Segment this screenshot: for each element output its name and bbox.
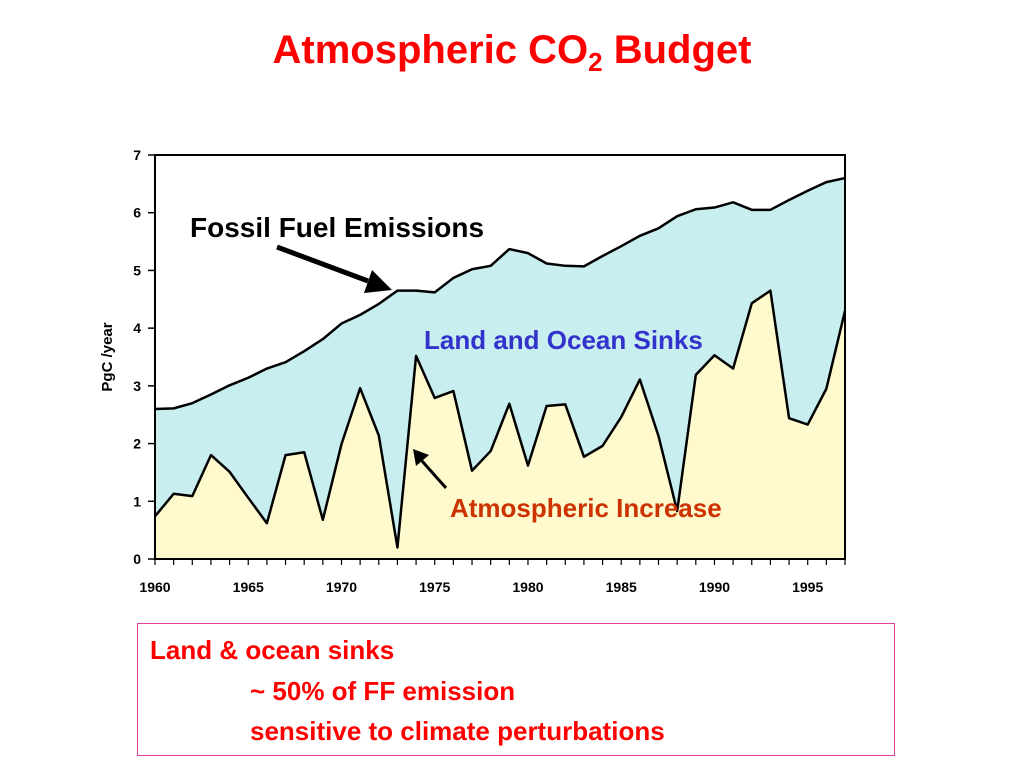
line-fossil-fuel-emissions bbox=[154, 176, 846, 411]
chart-areas bbox=[155, 178, 845, 560]
note-box: Land & ocean sinks ~ 50% of FF emission … bbox=[137, 623, 895, 756]
arrow-head-increase bbox=[413, 449, 429, 466]
annotation-atmospheric-increase: Atmospheric Increase bbox=[450, 493, 722, 523]
y-axis: 0 1 2 3 4 5 6 7 bbox=[133, 147, 155, 567]
area-atmospheric-increase bbox=[155, 290, 845, 559]
line-atmospheric-increase bbox=[154, 289, 847, 549]
y-tick-label: 2 bbox=[133, 436, 141, 452]
y-tick-label: 1 bbox=[133, 493, 141, 509]
title-end: Budget bbox=[602, 28, 752, 72]
y-tick-label: 3 bbox=[133, 378, 141, 394]
x-tick-label: 1980 bbox=[512, 579, 543, 595]
co2-budget-chart: 0 1 2 3 4 5 6 7 1960 1965 1970 1975 1980 1985 1990 199… bbox=[99, 147, 847, 595]
annotation-fossil-fuel-emissions: Fossil Fuel Emissions bbox=[190, 212, 484, 243]
plot-frame bbox=[154, 154, 846, 560]
x-axis: 1960 1965 1970 1975 1980 1985 1990 1995 bbox=[139, 559, 846, 595]
annotation-land-ocean-sinks: Land and Ocean Sinks bbox=[424, 325, 703, 355]
title-main: Atmospheric CO bbox=[272, 28, 589, 72]
y-tick-label: 7 bbox=[133, 147, 141, 163]
note-line-sensitivity: sensitive to climate perturbations bbox=[250, 716, 665, 746]
x-tick-label: 1985 bbox=[606, 579, 637, 595]
x-tick-label: 1970 bbox=[326, 579, 357, 595]
note-line-fraction: ~ 50% of FF emission bbox=[250, 676, 516, 706]
x-tick-label: 1965 bbox=[233, 579, 264, 595]
x-tick-label: 1975 bbox=[419, 579, 450, 595]
y-tick-label: 6 bbox=[133, 205, 141, 221]
arrow-to-increase-line bbox=[420, 460, 448, 489]
chart-lines bbox=[154, 176, 847, 549]
arrow-to-emissions-line bbox=[276, 244, 369, 284]
y-tick-label: 0 bbox=[133, 551, 141, 567]
arrow-head-emissions bbox=[364, 270, 392, 293]
slide-title: Atmospheric CO2 Budget bbox=[0, 28, 1024, 75]
y-axis-label: PgC /year bbox=[99, 322, 116, 391]
x-tick-label: 1995 bbox=[792, 579, 823, 595]
note-line-sinks: Land & ocean sinks bbox=[150, 635, 395, 665]
y-tick-label: 4 bbox=[133, 320, 141, 336]
x-tick-label: 1990 bbox=[699, 579, 730, 595]
y-tick-label: 5 bbox=[133, 262, 141, 278]
x-tick-label: 1960 bbox=[139, 579, 170, 595]
title-subscript: 2 bbox=[588, 47, 603, 77]
area-fossil-fuel-emissions bbox=[155, 178, 845, 560]
